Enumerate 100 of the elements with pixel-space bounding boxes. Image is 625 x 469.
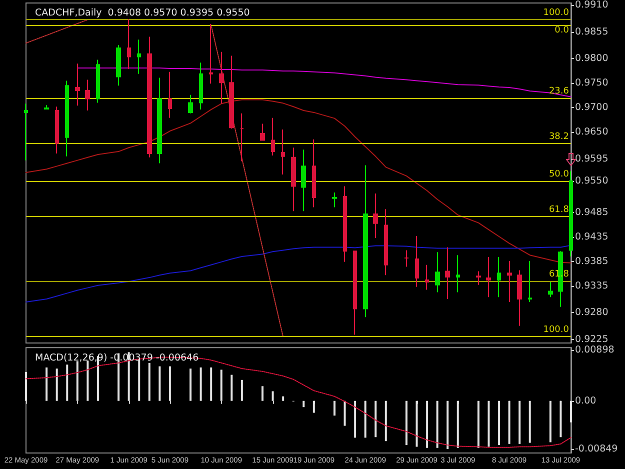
y-tick-label: 0.9855 [575, 26, 608, 38]
candlestick [55, 106, 59, 154]
candlestick [528, 260, 532, 302]
candlestick [476, 270, 481, 286]
candlestick [548, 281, 553, 298]
bar [570, 400, 572, 422]
candlestick [229, 55, 234, 130]
text: CADCHF,Daily 0.9408 0.9570 0.9395 0.9550 [35, 8, 250, 18]
annotation: 38.2 [548, 132, 570, 142]
candlestick [486, 256, 491, 298]
line-series [76, 68, 572, 98]
candlestick [497, 256, 501, 298]
bar [158, 366, 161, 401]
candlestick [65, 80, 69, 157]
bar [416, 400, 418, 447]
y-tick-label: 0.9280 [575, 307, 608, 318]
candlestick [404, 250, 409, 268]
candlestick [569, 170, 573, 258]
bar [240, 380, 243, 401]
candlestick [507, 260, 512, 302]
bar [384, 400, 387, 442]
candlestick [271, 117, 275, 156]
y-tick-label: 0.00898 [575, 344, 614, 356]
bar [477, 400, 480, 448]
bar [344, 400, 346, 426]
bar [138, 360, 140, 401]
candlestick [517, 270, 522, 326]
bar [86, 360, 89, 401]
candlestick [209, 24, 213, 84]
bar [508, 400, 510, 444]
y-tick-label: 0.00 [575, 395, 596, 406]
bar [528, 400, 531, 443]
candlestick [96, 59, 100, 104]
candlestick [168, 71, 172, 118]
bar [148, 362, 150, 401]
bar [436, 400, 438, 448]
candlestick [384, 208, 388, 276]
bar [25, 372, 27, 401]
bar [518, 400, 521, 444]
bar [498, 400, 500, 446]
candlestick [353, 250, 357, 336]
candlestick [85, 79, 90, 112]
bar [560, 400, 562, 438]
candlestick [435, 252, 440, 293]
bar [46, 367, 48, 401]
bar [220, 370, 222, 401]
candlestick [127, 18, 131, 70]
candlestick [219, 51, 224, 104]
candlestick [425, 264, 429, 290]
candlestick [75, 63, 80, 106]
candlestick [147, 36, 152, 158]
candlestick [291, 147, 296, 212]
y-tick-label: 0.9335 [575, 280, 608, 292]
y-tick-label: 0.9800 [575, 53, 608, 64]
bar [549, 400, 552, 442]
bar [488, 400, 490, 447]
bar [364, 400, 366, 438]
candlestick [373, 193, 378, 238]
candlestick [260, 123, 265, 141]
candlestick [363, 164, 368, 318]
bar [426, 400, 428, 448]
bar [262, 386, 264, 401]
bar [272, 391, 274, 401]
candlestick [44, 104, 49, 110]
y-tick-label: 0.9550 [575, 175, 608, 186]
bar [56, 368, 58, 401]
line-series [26, 99, 572, 264]
annotation: 23.6 [548, 86, 570, 96]
bar [210, 367, 212, 401]
annotation: 100.0 [543, 325, 570, 336]
y-tick-label: 0.9385 [575, 256, 608, 267]
candlestick [188, 94, 193, 114]
bar [405, 400, 408, 446]
candlestick [301, 149, 306, 212]
bar [200, 367, 202, 401]
annotation: 50.0 [548, 169, 570, 180]
y-tick-label: 0.9750 [575, 78, 608, 89]
bar [230, 374, 233, 401]
annotation: 100.0 [543, 8, 570, 18]
bar [446, 400, 449, 450]
bar [374, 400, 377, 438]
candlestick [240, 112, 244, 162]
candlestick [24, 103, 28, 161]
bar [168, 366, 171, 401]
y-tick-label: 0.9700 [575, 102, 608, 114]
bar [66, 364, 68, 401]
candlestick [199, 62, 203, 110]
bar [76, 361, 78, 401]
bar [282, 396, 284, 401]
bar [333, 400, 336, 416]
bar [354, 400, 356, 438]
candlestick [116, 44, 121, 86]
candlestick [445, 246, 450, 300]
y-tick-label: 0.9595 [575, 153, 608, 164]
y-tick-label: 0.9910 [575, 0, 608, 10]
line-series [26, 244, 572, 302]
candlestick [281, 129, 285, 175]
y-tick-label: 0.9650 [575, 126, 608, 138]
candlestick [332, 192, 337, 208]
candlestick [312, 138, 316, 208]
